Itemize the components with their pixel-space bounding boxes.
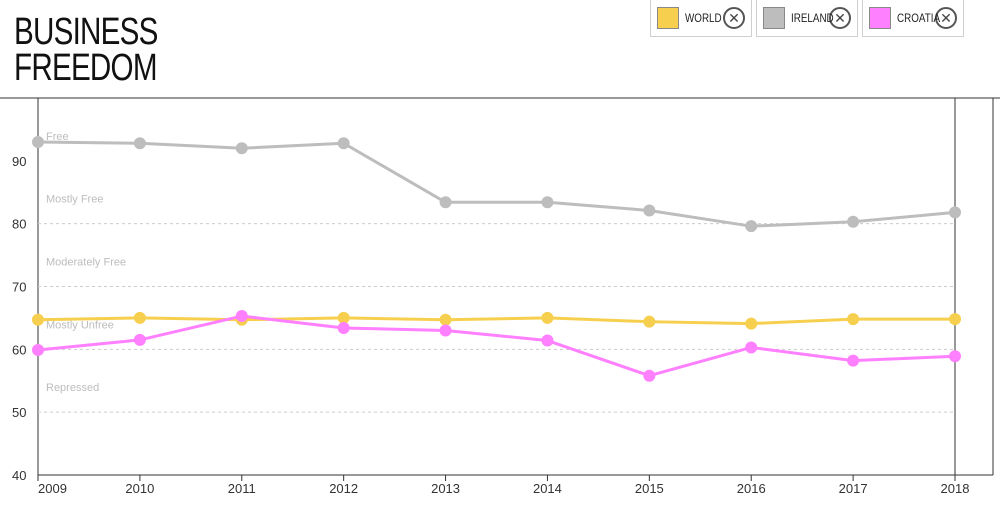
data-point-ireland [541, 196, 554, 209]
legend: WORLD ✕ IRELAND ✕ CROATIA ✕ [650, 0, 964, 37]
x-tick-label: 2012 [329, 481, 358, 496]
band-label: Repressed [46, 382, 99, 394]
data-point-ireland [949, 206, 961, 219]
x-tick-label: 2016 [737, 481, 766, 496]
y-tick-label: 60 [12, 342, 26, 357]
data-point-world [32, 313, 44, 326]
data-point-ireland [235, 142, 248, 155]
data-point-croatia [235, 310, 248, 323]
band-label: Mostly Unfree [46, 319, 114, 331]
data-point-croatia [745, 341, 758, 354]
data-point-croatia [847, 354, 860, 367]
y-tick-label: 40 [12, 468, 26, 483]
data-point-ireland [439, 196, 452, 209]
x-tick-label: 2013 [431, 481, 460, 496]
y-tick-label: 80 [12, 217, 26, 232]
band-label: Mostly Free [46, 194, 103, 206]
remove-croatia-close-icon[interactable]: ✕ [935, 7, 957, 29]
chart-title: BUSINESS FREEDOM [14, 11, 158, 89]
x-tick-label: 2009 [38, 481, 67, 496]
data-point-world [541, 311, 554, 324]
data-point-croatia [337, 321, 350, 334]
legend-swatch-world [657, 7, 679, 29]
band-label: Moderately Free [46, 257, 126, 269]
series-line-world [37, 316, 955, 326]
legend-swatch-ireland [763, 7, 785, 29]
remove-ireland-close-icon[interactable]: ✕ [829, 7, 851, 29]
data-point-croatia [133, 333, 146, 346]
x-tick-label: 2015 [635, 481, 664, 496]
band-label: Free [46, 131, 69, 143]
x-tick-label: 2014 [533, 481, 562, 496]
data-point-croatia [32, 343, 44, 356]
data-point-ireland [643, 204, 656, 217]
legend-item-ireland[interactable]: IRELAND ✕ [756, 0, 858, 37]
chart-title-line-2: FREEDOM [14, 47, 158, 89]
data-point-croatia [439, 324, 452, 337]
x-tick-label: 2010 [125, 481, 154, 496]
data-point-ireland [32, 135, 44, 148]
data-point-world [643, 315, 656, 328]
data-point-world [847, 313, 860, 326]
series-line-ireland [37, 140, 956, 228]
data-point-world [439, 313, 452, 326]
data-point-world [337, 311, 350, 324]
data-point-ireland [337, 137, 350, 150]
y-tick-label: 70 [12, 280, 26, 295]
x-tick-label: 2018 [941, 481, 970, 496]
legend-item-croatia[interactable]: CROATIA ✕ [862, 0, 964, 37]
data-point-world [949, 313, 961, 326]
data-point-ireland [133, 137, 146, 150]
data-point-ireland [745, 220, 758, 233]
data-point-croatia [949, 350, 961, 363]
legend-item-world[interactable]: WORLD ✕ [650, 0, 752, 37]
series-line-croatia [37, 314, 956, 378]
x-tick-label: 2011 [228, 481, 256, 496]
y-tick-label: 90 [12, 154, 26, 169]
data-point-croatia [541, 334, 554, 347]
data-point-world [133, 311, 146, 324]
legend-swatch-croatia [869, 7, 891, 29]
data-point-ireland [847, 215, 860, 228]
x-tick-label: 2017 [839, 481, 868, 496]
chart-title-line-1: BUSINESS [14, 11, 158, 53]
y-tick-label: 50 [12, 405, 26, 420]
data-point-world [745, 317, 758, 330]
remove-world-close-icon[interactable]: ✕ [723, 7, 745, 29]
data-point-croatia [643, 369, 656, 382]
